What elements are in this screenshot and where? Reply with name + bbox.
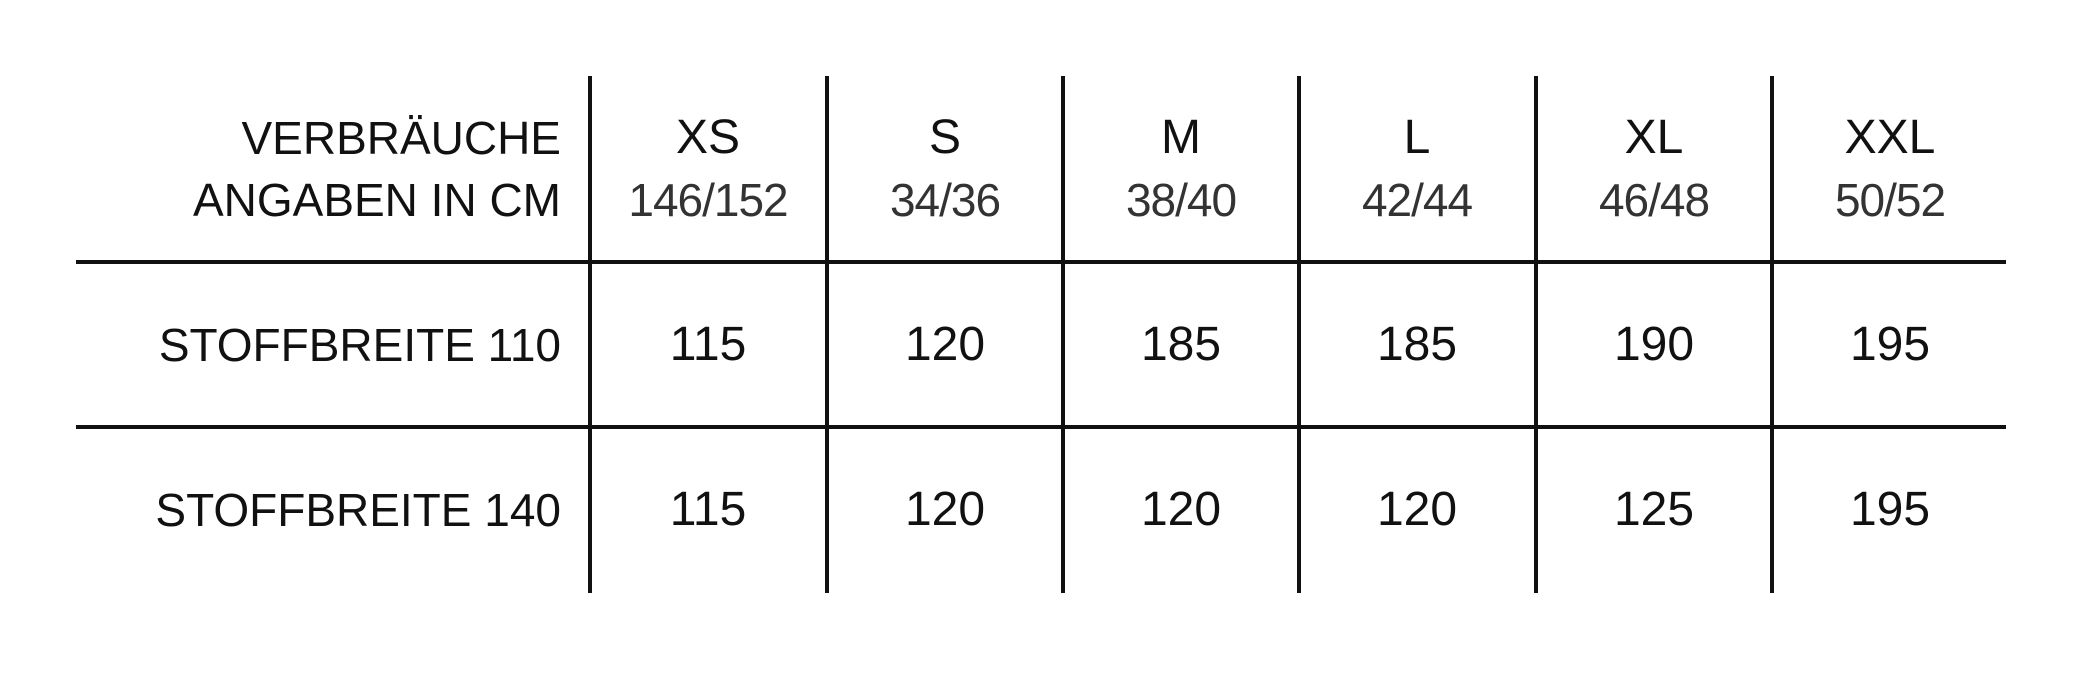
table-cell: 190 [1613, 318, 1695, 371]
size-name: S [928, 111, 961, 164]
table-cell: 125 [1613, 483, 1695, 536]
column-divider [1534, 76, 1538, 593]
size-range: 34/36 [889, 174, 1001, 226]
table-cell: 195 [1849, 318, 1931, 371]
size-name: XS [675, 111, 741, 164]
column-divider [588, 76, 592, 593]
row-label: STOFFBREITE 140 [155, 484, 561, 536]
size-header: XS 146/152 [592, 107, 824, 231]
row-label: STOFFBREITE 110 [158, 319, 561, 371]
size-range: 46/48 [1598, 174, 1710, 226]
table-cell: 120 [904, 318, 986, 371]
column-divider [825, 76, 829, 593]
row-divider [76, 425, 2006, 429]
size-header: S 34/36 [829, 107, 1061, 231]
table-cell: 120 [1376, 483, 1458, 536]
header-label: VERBRÄUCHE ANGABEN IN CM [193, 107, 561, 231]
size-header: XL 46/48 [1538, 107, 1770, 231]
size-name: L [1403, 111, 1431, 164]
column-divider [1297, 76, 1301, 593]
size-range: 42/44 [1361, 174, 1473, 226]
row-divider [76, 260, 2006, 264]
size-range: 38/40 [1125, 174, 1237, 226]
table-cell: 185 [1376, 318, 1458, 371]
size-header: L 42/44 [1301, 107, 1533, 231]
table-cell: 115 [669, 318, 747, 371]
size-range: 146/152 [628, 174, 788, 226]
table-cell: 195 [1849, 483, 1931, 536]
size-name: M [1161, 111, 1201, 164]
size-header: M 38/40 [1065, 107, 1297, 231]
table-cell: 120 [1140, 483, 1222, 536]
table-cell: 185 [1140, 318, 1222, 371]
column-divider [1770, 76, 1774, 593]
size-range: 50/52 [1834, 174, 1946, 226]
header-label-line: VERBRÄUCHE [241, 112, 561, 164]
header-label-line: ANGABEN IN CM [192, 174, 561, 226]
table-cell: 120 [904, 483, 986, 536]
size-name: XL [1624, 111, 1684, 164]
size-name: XXL [1844, 111, 1936, 164]
table-cell: 115 [669, 483, 747, 536]
size-header: XXL 50/52 [1774, 107, 2006, 231]
column-divider [1061, 76, 1065, 593]
